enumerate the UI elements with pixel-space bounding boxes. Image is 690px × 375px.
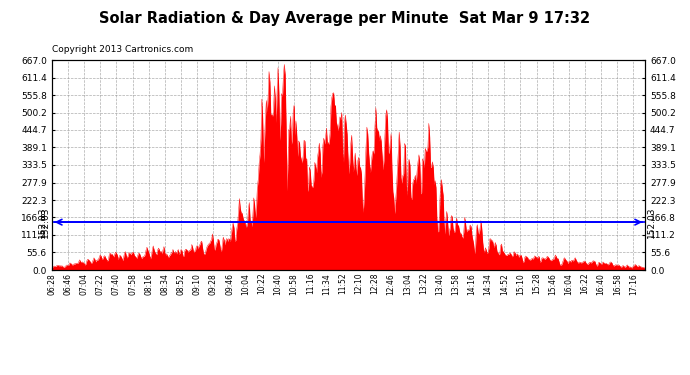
Text: Copyright 2013 Cartronics.com: Copyright 2013 Cartronics.com [52,45,193,54]
Text: 152.03: 152.03 [41,206,50,238]
Text: 152.03: 152.03 [647,206,656,238]
Text: 152.03: 152.03 [38,206,47,238]
Text: Solar Radiation & Day Average per Minute  Sat Mar 9 17:32: Solar Radiation & Day Average per Minute… [99,11,591,26]
